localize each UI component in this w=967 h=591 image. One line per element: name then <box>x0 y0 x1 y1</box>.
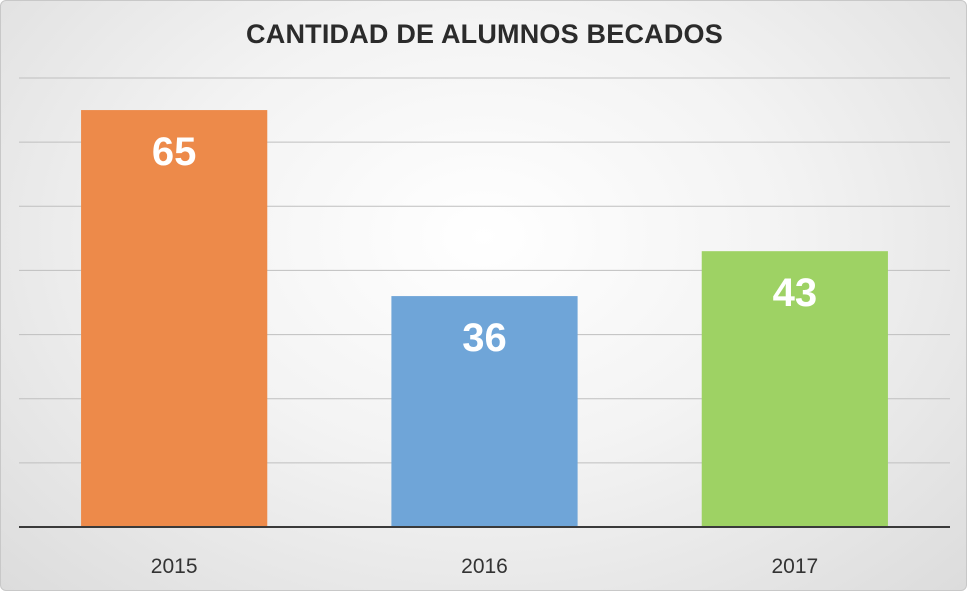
data-label-2016: 36 <box>462 316 507 360</box>
chart-title: CANTIDAD DE ALUMNOS BECADOS <box>246 19 723 49</box>
bars <box>81 110 888 528</box>
bar-2017 <box>701 251 888 527</box>
data-label-2015: 65 <box>152 130 197 174</box>
x-tick-label-2016: 2016 <box>461 555 508 578</box>
bar-2015 <box>81 110 268 528</box>
x-tick-label-2015: 2015 <box>151 555 198 578</box>
data-labels: 65 36 43 <box>152 130 817 360</box>
bar-2016 <box>391 296 578 527</box>
x-tick-label-2017: 2017 <box>771 555 818 578</box>
data-label-2017: 43 <box>773 271 818 315</box>
x-tick-labels: 2015 2016 2017 <box>151 555 818 578</box>
